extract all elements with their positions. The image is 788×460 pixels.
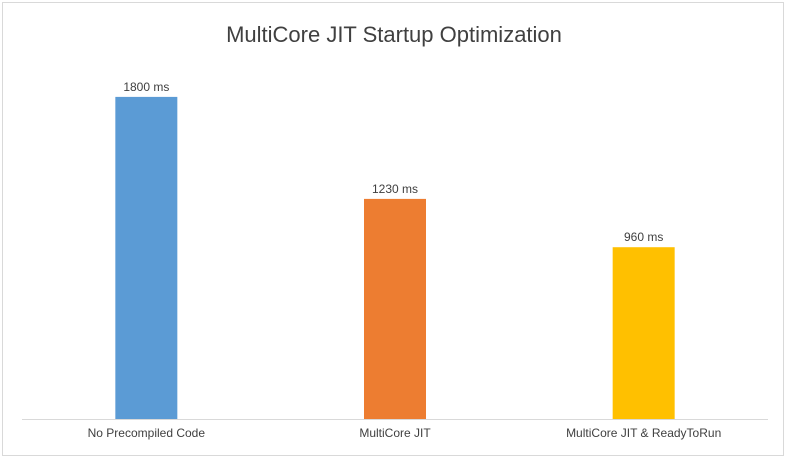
chart-title: MultiCore JIT Startup Optimization: [226, 22, 562, 47]
bar-3: [612, 247, 675, 419]
data-label-2: 1230 ms: [372, 182, 418, 196]
category-label-2: MultiCore JIT: [359, 426, 431, 440]
data-label-3: 960 ms: [624, 230, 663, 244]
category-label-3: MultiCore JIT & ReadyToRun: [566, 426, 721, 440]
category-label-1: No Precompiled Code: [88, 426, 206, 440]
bar-2: [364, 198, 426, 419]
data-label-1: 1800 ms: [123, 80, 169, 94]
bar-1: [115, 96, 178, 419]
